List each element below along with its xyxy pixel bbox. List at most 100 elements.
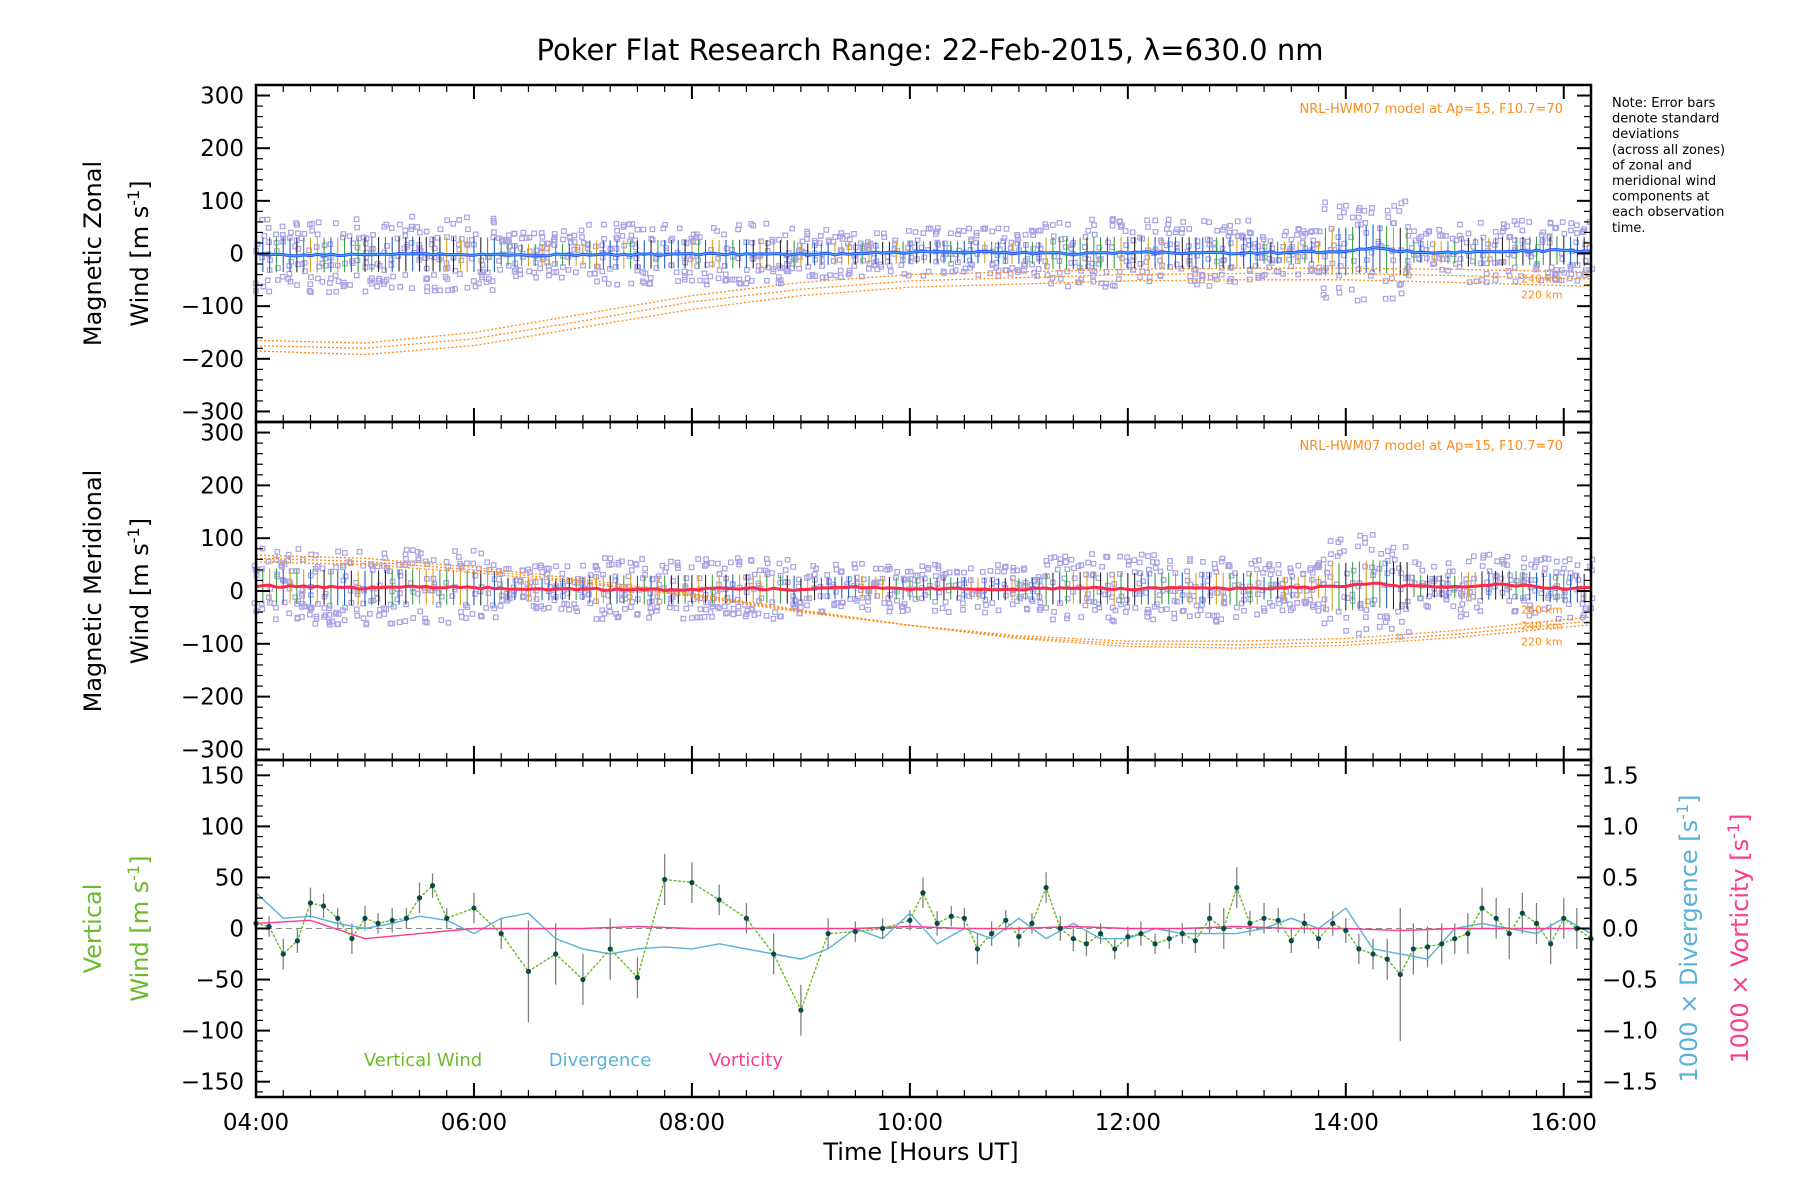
zone-point xyxy=(824,572,831,578)
zone-point xyxy=(1137,590,1144,597)
y-right-tick-label: 0.5 xyxy=(1602,865,1639,891)
zone-point xyxy=(633,561,640,568)
zone-point xyxy=(1233,614,1240,620)
zone-point xyxy=(1172,588,1178,594)
zone-point xyxy=(1130,267,1136,273)
vertical-wind-point xyxy=(335,915,341,921)
zone-point xyxy=(1362,220,1369,226)
zone-point xyxy=(1069,242,1075,248)
zone-point xyxy=(525,566,532,573)
vertical-wind-point xyxy=(825,931,831,937)
zone-point xyxy=(539,569,546,576)
vertical-wind-point xyxy=(907,917,913,923)
zone-point xyxy=(1369,205,1375,211)
zone-point xyxy=(1139,268,1146,275)
zone-point xyxy=(919,595,925,602)
vertical-wind-point xyxy=(1152,941,1158,947)
zone-point xyxy=(333,220,339,227)
zone-point xyxy=(1024,256,1031,262)
vertical-wind-point xyxy=(403,915,409,921)
zone-point xyxy=(1404,257,1411,264)
zone-point xyxy=(1562,558,1568,565)
zone-point xyxy=(1227,240,1234,247)
zone-point xyxy=(1124,597,1130,603)
zone-point xyxy=(736,222,742,229)
zone-point xyxy=(782,567,789,573)
zone-point xyxy=(689,615,695,621)
zone-point xyxy=(1307,229,1314,235)
zone-point xyxy=(1582,257,1589,264)
zone-point xyxy=(375,277,382,284)
zone-point xyxy=(954,569,961,576)
zone-point xyxy=(533,247,540,254)
zone-point xyxy=(313,244,320,250)
zone-point xyxy=(995,273,1002,280)
zone-point xyxy=(1062,553,1069,560)
zone-point xyxy=(776,236,782,243)
zone-point xyxy=(764,240,771,247)
zone-point xyxy=(1030,577,1037,583)
zone-point xyxy=(1485,241,1491,247)
zone-point xyxy=(294,282,300,288)
zone-point xyxy=(499,238,505,244)
zone-point xyxy=(415,590,421,597)
zone-point xyxy=(1402,198,1409,205)
zone-point xyxy=(319,278,326,285)
zone-point xyxy=(571,232,578,239)
vertical-wind-point xyxy=(294,938,301,944)
zone-point xyxy=(960,606,966,613)
zone-point xyxy=(1096,588,1103,595)
zone-point xyxy=(694,263,700,269)
zone-point xyxy=(1336,203,1343,210)
zone-point xyxy=(374,261,381,267)
zone-point xyxy=(925,268,932,275)
zone-point xyxy=(601,236,608,242)
zone-point xyxy=(1512,593,1518,600)
zone-point xyxy=(1567,575,1573,581)
zone-point xyxy=(662,222,668,228)
zone-point xyxy=(1343,627,1349,634)
zone-point xyxy=(701,563,708,569)
zone-point xyxy=(769,599,776,606)
zone-point xyxy=(1103,268,1110,275)
zone-point xyxy=(989,576,996,583)
zone-point xyxy=(1354,297,1361,304)
zone-point xyxy=(469,611,476,617)
zone-point xyxy=(465,226,471,233)
y-right-tick-label: −1.0 xyxy=(1602,1019,1658,1045)
zone-point xyxy=(703,278,710,284)
zone-point xyxy=(942,240,948,247)
zone-point xyxy=(506,243,513,250)
y-axis-title: Wind [m s-1] xyxy=(124,518,154,664)
zone-point xyxy=(552,261,558,267)
zone-point xyxy=(1449,568,1456,575)
zone-point xyxy=(1043,604,1049,611)
zone-point xyxy=(396,619,403,626)
zone-point xyxy=(1219,555,1226,562)
zone-point xyxy=(1109,222,1116,229)
zone-point xyxy=(1341,594,1348,600)
zone-point xyxy=(919,563,926,569)
zone-point xyxy=(1423,255,1430,262)
zone-point xyxy=(456,246,463,253)
vertical-wind-point xyxy=(1506,931,1512,937)
zone-point xyxy=(533,274,539,281)
y-tick-label: −300 xyxy=(181,399,244,425)
zone-point xyxy=(1023,605,1030,612)
zone-point xyxy=(1109,244,1115,250)
zone-point xyxy=(859,560,865,567)
zone-point xyxy=(1555,615,1562,622)
zone-point xyxy=(710,225,717,231)
zone-point xyxy=(381,278,388,285)
zone-point xyxy=(414,224,421,230)
zone-point xyxy=(592,243,599,250)
zone-point xyxy=(1356,214,1362,221)
zone-point xyxy=(424,275,431,282)
zone-point xyxy=(627,559,634,566)
meridional-model-label: NRL-HWM07 model at Ap=15, F10.7=70 xyxy=(1300,439,1564,454)
zone-point xyxy=(763,220,770,227)
vertical-wind-point xyxy=(961,915,967,921)
zone-point xyxy=(1494,558,1501,565)
vertical-wind-point xyxy=(1548,941,1554,947)
zone-point xyxy=(259,566,265,572)
